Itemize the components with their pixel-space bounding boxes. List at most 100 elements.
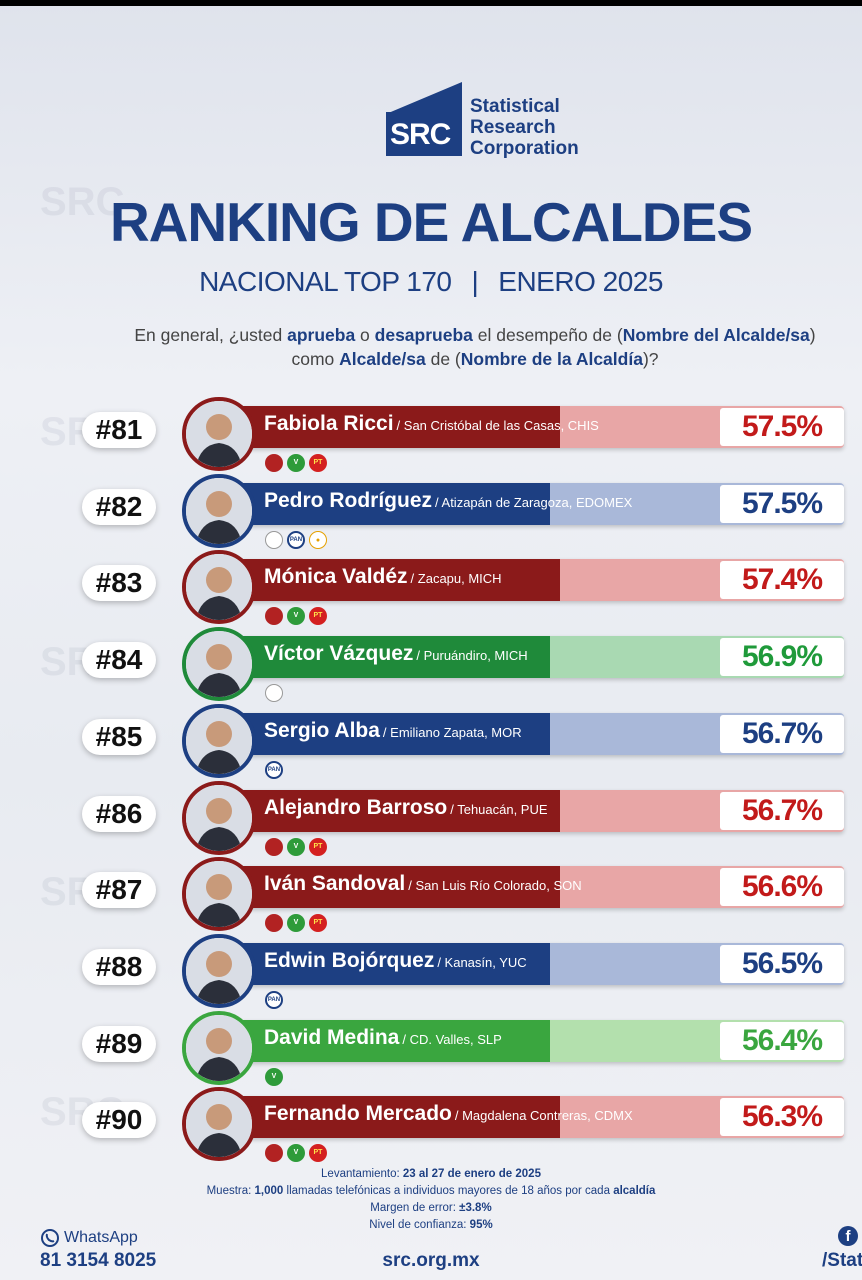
party-logos: V — [265, 1067, 287, 1086]
question-bold: aprueba — [287, 325, 356, 345]
avatar-icon — [186, 861, 252, 928]
pri-party-icon — [265, 530, 283, 549]
mayor-name: Mónica Valdéz / Zacapu, MICH — [264, 565, 502, 589]
approval-percentage: 56.6% — [720, 868, 844, 907]
rank-badge: #89 — [82, 1025, 156, 1062]
party-logos — [265, 684, 287, 703]
approval-percentage: 57.5% — [720, 484, 844, 523]
avatar-icon — [186, 707, 252, 774]
mayor-photo — [182, 397, 256, 471]
mayor-photo — [182, 933, 256, 1008]
bar-dark-segment — [230, 1096, 560, 1139]
ranking-row: #90 Fernando Mercado / Magdalena Contreras… — [0, 1086, 862, 1163]
bar-dark-segment — [230, 1019, 550, 1062]
watermark: SRC — [40, 180, 125, 224]
avatar-icon — [186, 1091, 252, 1158]
approval-percentage: 56.4% — [720, 1021, 844, 1060]
facebook-icon[interactable]: f — [838, 1226, 858, 1246]
mayor-location: / Emiliano Zapata, MOR — [382, 724, 522, 740]
page-subtitle: NACIONAL TOP 170 | ENERO 2025 — [0, 266, 862, 298]
rank-badge: #88 — [82, 948, 156, 985]
mayor-name: Edwin Bojórquez / Kanasín, YUC — [264, 949, 527, 973]
footer-text: Levantamiento: — [321, 1168, 403, 1180]
footer-value: 23 al 27 de enero de 2025 — [402, 1168, 541, 1180]
avatar-icon — [186, 401, 252, 467]
ranking-row: #81 Fabiola Ricci / San Cristóbal de las C… — [0, 396, 862, 473]
rank-badge: #83 — [82, 565, 156, 602]
bar-dark-segment — [230, 559, 560, 602]
whatsapp-number[interactable]: 81 3154 8025 — [40, 1250, 157, 1271]
mayor-location: / San Cristóbal de las Casas, CHIS — [396, 418, 599, 433]
mayor-name: Pedro Rodríguez / Atizapán de Zaragoza, E… — [264, 489, 632, 513]
pt-party-icon: PT — [309, 1144, 327, 1163]
footer-text: Nivel de confianza: — [369, 1219, 470, 1231]
footer-line: Margen de error: ±3.8% — [0, 1200, 862, 1217]
mayor-location: / CD. Valles, SLP — [402, 1031, 502, 1047]
morena-party-icon — [265, 607, 283, 626]
whatsapp-label: WhatsApp — [64, 1229, 138, 1246]
rank-badge: #85 — [82, 718, 156, 755]
rank-badge: #90 — [82, 1102, 156, 1139]
party-logos: PAN — [265, 760, 287, 779]
approval-percentage: 56.7% — [720, 714, 844, 753]
mayor-name: Sergio Alba / Emiliano Zapata, MOR — [264, 719, 522, 743]
pvem-party-icon: V — [265, 1067, 283, 1086]
mayor-location: / Kanasín, YUC — [437, 954, 527, 970]
ranking-row: #88 Edwin Bojórquez / Kanasín, YUC 56.5% PAN — [0, 933, 862, 1010]
rank-badge: #87 — [82, 872, 156, 909]
top-border — [0, 0, 862, 6]
pt-party-icon: PT — [309, 454, 327, 472]
party-logos: V PT — [265, 454, 331, 472]
rank-badge: #84 — [82, 642, 156, 679]
footer-text: Muestra: — [206, 1185, 255, 1197]
logo-box: SRC — [386, 112, 462, 156]
approval-percentage: 57.5% — [720, 408, 844, 446]
website-link[interactable]: src.org.mx — [382, 1250, 480, 1271]
pt-party-icon: PT — [309, 607, 327, 626]
subtitle-separator: | — [471, 266, 479, 297]
mayor-name-text: Fabiola Ricci — [264, 412, 394, 435]
mayor-location: / Atizapán de Zaragoza, EDOMEX — [435, 494, 633, 510]
whatsapp-contact[interactable]: WhatsApp — [40, 1228, 138, 1248]
morena-party-icon — [265, 454, 283, 472]
morena-party-icon — [265, 837, 283, 856]
rank-badge: #86 — [82, 795, 156, 832]
question-text: de ( — [425, 349, 461, 369]
mayor-location: / Zacapu, MICH — [410, 571, 502, 587]
mayor-name: Fabiola Ricci / San Cristóbal de las Casa… — [264, 412, 599, 436]
mayor-name: Víctor Vázquez / Puruándiro, MICH — [264, 642, 528, 666]
bar-dark-segment — [230, 942, 550, 985]
mayor-photo — [182, 1010, 256, 1085]
mayor-name-text: David Medina — [264, 1025, 400, 1049]
mayor-name-text: Alejandro Barroso — [264, 795, 448, 819]
pvem-party-icon: V — [287, 607, 305, 626]
mayor-photo — [182, 857, 256, 932]
footer-line: Levantamiento: 23 al 27 de enero de 2025 — [0, 1166, 862, 1183]
party-logos: PAN — [265, 990, 287, 1009]
approval-percentage: 56.7% — [720, 791, 844, 830]
logo-line: Statistical — [470, 96, 560, 117]
party-logos: V PT — [265, 837, 331, 856]
ranking-row: #85 Sergio Alba / Emiliano Zapata, MOR 56.7… — [0, 703, 862, 780]
question-text: ) como — [291, 325, 816, 369]
pvem-party-icon: V — [287, 837, 305, 856]
pan-party-icon: PAN — [265, 990, 283, 1009]
logo-line: Corporation — [470, 138, 579, 159]
party-logos: V PT — [265, 1144, 331, 1163]
src-logo: SRC Statistical Research Corporation — [386, 82, 616, 162]
mayor-name-text: Edwin Bojórquez — [264, 948, 435, 972]
methodology-footer: Levantamiento: 23 al 27 de enero de 2025… — [0, 1166, 862, 1234]
survey-question: En general, ¿usted aprueba o desaprueba … — [130, 323, 820, 371]
party-logos: V PT — [265, 914, 331, 933]
facebook-handle[interactable]: /Stat — [822, 1250, 862, 1271]
party-logos: PAN ● — [265, 530, 331, 549]
pri-party-icon — [265, 684, 283, 703]
footer-value: ±3.8% — [459, 1202, 492, 1214]
logo-abbr: SRC — [390, 118, 451, 151]
avatar-icon — [186, 937, 252, 1004]
rank-badge: #81 — [82, 412, 156, 448]
bar-dark-segment — [230, 789, 560, 832]
mayor-name-text: Sergio Alba — [264, 718, 380, 742]
footer-line: Muestra: 1,000 llamadas telefónicas a in… — [0, 1183, 862, 1200]
question-text: )? — [642, 349, 659, 369]
